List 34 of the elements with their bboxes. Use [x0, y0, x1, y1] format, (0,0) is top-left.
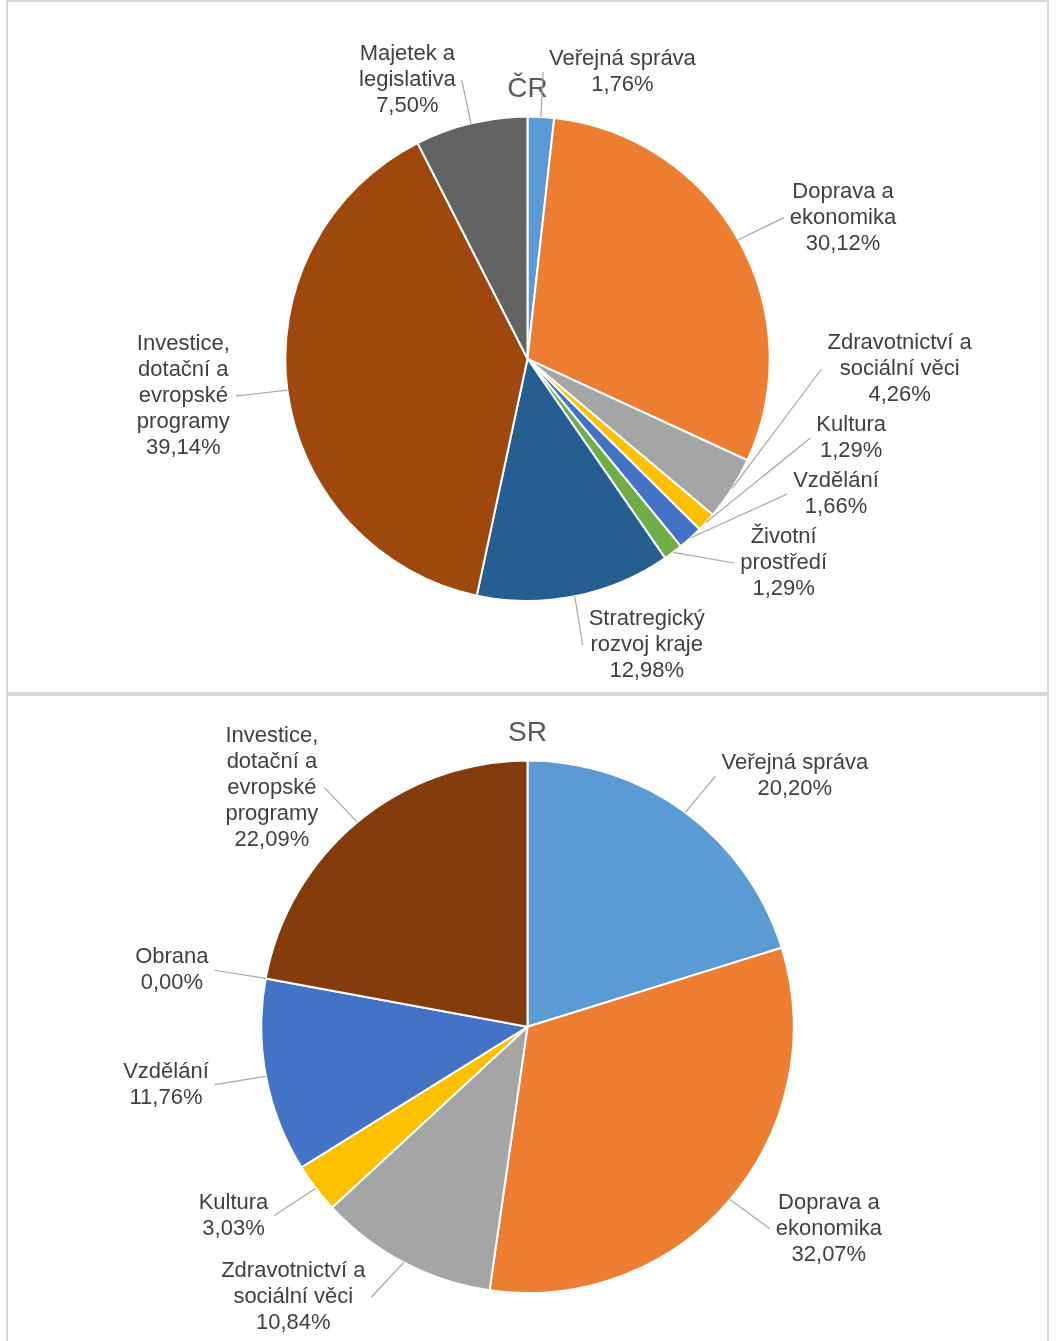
slice-label: Životní prostředí — [740, 523, 828, 575]
slice-label: Doprava a ekonomika — [775, 1188, 883, 1240]
data-label: 1,66% — [804, 493, 868, 519]
slice-label: Veřejná správa — [721, 749, 869, 775]
slice-label: Investice, dotační a evropské programy — [225, 721, 319, 825]
data-label: 7,50% — [376, 91, 439, 117]
slice-label: Vzdělání — [123, 1057, 209, 1083]
data-label: 20,20% — [757, 775, 833, 801]
slice-label: Zdravotnictví a sociální věci — [827, 329, 973, 381]
slice-label: Investice, dotační a evropské programy — [136, 330, 230, 434]
slice-label: Veřejná správa — [549, 45, 697, 71]
slice-label: Majetek a legislativa — [359, 39, 457, 91]
slice-label: Stratregický rozvoj kraje — [588, 605, 705, 657]
data-label: 1,29% — [752, 575, 815, 601]
category-label: Obrana — [135, 943, 209, 969]
text: 0,00% — [140, 969, 204, 995]
slice-label: Kultura — [198, 1188, 270, 1214]
slice-label: Vzdělání — [793, 467, 879, 493]
data-label: 3,03% — [202, 1214, 265, 1240]
data-label: 32,07% — [791, 1240, 867, 1266]
text: ČR — [507, 71, 548, 103]
slice-label: Doprava a ekonomika — [789, 177, 897, 229]
data-label: 12,98% — [609, 657, 685, 683]
slice-label: Kultura — [816, 411, 887, 437]
data-label: 4,26% — [868, 381, 931, 407]
data-label: 30,12% — [805, 229, 881, 255]
data-label: 10,84% — [256, 1309, 331, 1335]
data-label: 22,09% — [234, 825, 310, 851]
chart-title: SR — [508, 715, 547, 747]
data-label: 1,76% — [591, 71, 654, 97]
data-label: 1,29% — [820, 437, 883, 463]
slice-label: Zdravotnictví a sociální věci — [221, 1257, 367, 1309]
data-label: 39,14% — [145, 434, 221, 460]
data-label: 11,76% — [129, 1083, 203, 1109]
